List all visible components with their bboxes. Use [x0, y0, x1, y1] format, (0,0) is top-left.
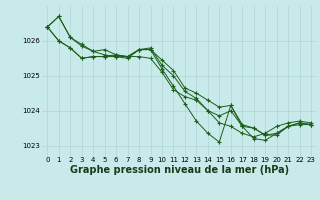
X-axis label: Graphe pression niveau de la mer (hPa): Graphe pression niveau de la mer (hPa) — [70, 165, 289, 175]
